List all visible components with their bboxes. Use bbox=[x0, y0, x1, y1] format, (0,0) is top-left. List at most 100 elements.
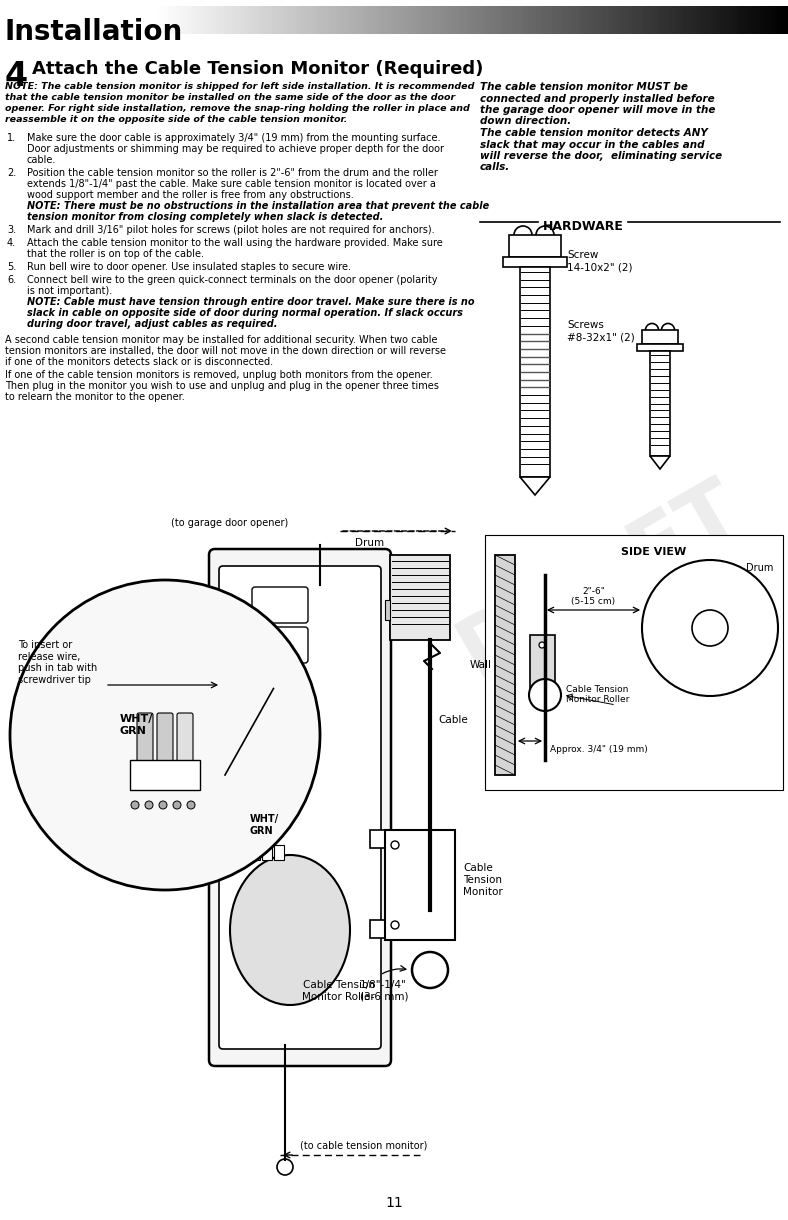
Text: If one of the cable tension monitors is removed, unplug both monitors from the o: If one of the cable tension monitors is … bbox=[5, 370, 433, 379]
Text: 1/8"-1/4"
(3-6 mm): 1/8"-1/4" (3-6 mm) bbox=[360, 980, 408, 1002]
Text: cable.: cable. bbox=[27, 155, 57, 165]
Text: reassemble it on the opposite side of the cable tension monitor.: reassemble it on the opposite side of th… bbox=[5, 115, 348, 124]
Text: NOTE: There must be no obstructions in the installation area that prevent the ca: NOTE: There must be no obstructions in t… bbox=[27, 201, 489, 211]
Polygon shape bbox=[268, 670, 292, 680]
Text: 1.: 1. bbox=[7, 133, 16, 143]
Circle shape bbox=[529, 680, 561, 711]
Circle shape bbox=[10, 580, 320, 891]
Text: opener. For right side installation, remove the snap-ring holding the roller in : opener. For right side installation, rem… bbox=[5, 104, 470, 113]
Text: tension monitors are installed, the door will not move in the down direction or : tension monitors are installed, the door… bbox=[5, 346, 446, 356]
Text: SIDE VIEW: SIDE VIEW bbox=[622, 547, 686, 558]
FancyBboxPatch shape bbox=[177, 712, 193, 767]
Circle shape bbox=[412, 952, 448, 988]
Text: to relearn the monitor to the opener.: to relearn the monitor to the opener. bbox=[5, 392, 184, 403]
Text: that the roller is on top of the cable.: that the roller is on top of the cable. bbox=[27, 249, 204, 259]
Circle shape bbox=[187, 802, 195, 809]
Polygon shape bbox=[520, 477, 550, 495]
Text: tension monitor from closing completely when slack is detected.: tension monitor from closing completely … bbox=[27, 212, 384, 222]
Circle shape bbox=[539, 642, 545, 648]
Text: Position the cable tension monitor so the roller is 2"-6" from the drum and the : Position the cable tension monitor so th… bbox=[27, 168, 438, 178]
Text: 5.: 5. bbox=[7, 262, 17, 272]
Text: Screws: Screws bbox=[567, 320, 604, 329]
Polygon shape bbox=[637, 344, 683, 351]
FancyBboxPatch shape bbox=[495, 555, 515, 775]
Circle shape bbox=[539, 682, 545, 688]
Text: DRAFT: DRAFT bbox=[45, 637, 355, 863]
Text: slack that may occur in the cables and: slack that may occur in the cables and bbox=[480, 139, 704, 150]
Polygon shape bbox=[274, 845, 284, 860]
Polygon shape bbox=[650, 351, 670, 456]
Circle shape bbox=[145, 802, 153, 809]
Text: DRAFT: DRAFT bbox=[444, 467, 755, 693]
Polygon shape bbox=[370, 920, 385, 938]
Text: The cable tension monitor MUST be: The cable tension monitor MUST be bbox=[480, 82, 688, 92]
Text: Run bell wire to door opener. Use insulated staples to secure wire.: Run bell wire to door opener. Use insula… bbox=[27, 262, 351, 272]
Text: WHT/
GRN: WHT/ GRN bbox=[250, 814, 279, 836]
Polygon shape bbox=[485, 536, 783, 791]
Text: down direction.: down direction. bbox=[480, 116, 571, 127]
Text: Cable Tension
Monitor Roller: Cable Tension Monitor Roller bbox=[303, 980, 375, 1002]
Text: NOTE: The cable tension monitor is shipped for left side installation. It is rec: NOTE: The cable tension monitor is shipp… bbox=[5, 82, 474, 92]
Text: Approx. 3/4" (19 mm): Approx. 3/4" (19 mm) bbox=[550, 745, 648, 754]
Text: slack in cable on opposite side of door during normal operation. If slack occurs: slack in cable on opposite side of door … bbox=[27, 307, 463, 318]
Text: 2"-6"
(5-15 cm): 2"-6" (5-15 cm) bbox=[571, 587, 615, 606]
Text: Make sure the door cable is approximately 3/4" (19 mm) from the mounting surface: Make sure the door cable is approximatel… bbox=[27, 133, 440, 143]
Text: Wall: Wall bbox=[470, 660, 492, 670]
Text: connected and properly installed before: connected and properly installed before bbox=[480, 94, 715, 104]
Text: Drum: Drum bbox=[355, 538, 384, 548]
Text: Attach the cable tension monitor to the wall using the hardware provided. Make s: Attach the cable tension monitor to the … bbox=[27, 238, 443, 248]
Polygon shape bbox=[520, 267, 550, 477]
Text: NOTE: Cable must have tension through entire door travel. Make sure there is no: NOTE: Cable must have tension through en… bbox=[27, 296, 474, 307]
Text: 4: 4 bbox=[5, 60, 28, 93]
Text: Drum: Drum bbox=[745, 562, 773, 573]
Polygon shape bbox=[503, 257, 567, 267]
Text: is not important).: is not important). bbox=[27, 285, 112, 296]
Text: the garage door opener will move in the: the garage door opener will move in the bbox=[480, 105, 716, 115]
FancyBboxPatch shape bbox=[252, 587, 308, 623]
Polygon shape bbox=[250, 845, 260, 860]
Text: HARDWARE: HARDWARE bbox=[543, 220, 623, 233]
Text: Cable: Cable bbox=[438, 715, 468, 725]
Text: wood support member and the roller is free from any obstructions.: wood support member and the roller is fr… bbox=[27, 190, 354, 200]
FancyBboxPatch shape bbox=[219, 566, 381, 1049]
Text: 2.: 2. bbox=[7, 168, 17, 178]
Text: during door travel, adjust cables as required.: during door travel, adjust cables as req… bbox=[27, 318, 277, 329]
Text: Attach the Cable Tension Monitor (Required): Attach the Cable Tension Monitor (Requir… bbox=[32, 60, 483, 78]
Text: 14-10x2" (2): 14-10x2" (2) bbox=[567, 262, 633, 272]
Circle shape bbox=[173, 802, 181, 809]
Text: #8-32x1" (2): #8-32x1" (2) bbox=[567, 332, 635, 342]
Polygon shape bbox=[650, 456, 670, 468]
Text: Door adjustments or shimming may be required to achieve proper depth for the doo: Door adjustments or shimming may be requ… bbox=[27, 144, 444, 154]
FancyBboxPatch shape bbox=[390, 555, 450, 640]
Circle shape bbox=[277, 1159, 293, 1175]
Polygon shape bbox=[238, 845, 248, 860]
FancyBboxPatch shape bbox=[385, 830, 455, 939]
Polygon shape bbox=[509, 235, 561, 257]
FancyBboxPatch shape bbox=[209, 549, 391, 1066]
Text: Then plug in the monitor you wish to use and unplug and plug in the opener three: Then plug in the monitor you wish to use… bbox=[5, 381, 439, 390]
Text: extends 1/8"-1/4" past the cable. Make sure cable tension monitor is located ove: extends 1/8"-1/4" past the cable. Make s… bbox=[27, 179, 436, 189]
Text: Mark and drill 3/16" pilot holes for screws (pilot holes are not required for an: Mark and drill 3/16" pilot holes for scr… bbox=[27, 224, 435, 235]
Circle shape bbox=[391, 921, 399, 928]
Text: calls.: calls. bbox=[480, 162, 511, 172]
Text: Installation: Installation bbox=[5, 18, 184, 46]
Text: 11: 11 bbox=[385, 1196, 403, 1210]
Text: 3.: 3. bbox=[7, 224, 16, 235]
Text: will reverse the door,  eliminating service: will reverse the door, eliminating servi… bbox=[480, 151, 722, 161]
Circle shape bbox=[692, 610, 728, 647]
Text: Connect bell wire to the green quick-connect terminals on the door opener (polar: Connect bell wire to the green quick-con… bbox=[27, 274, 437, 285]
FancyBboxPatch shape bbox=[157, 712, 173, 767]
Text: 6.: 6. bbox=[7, 274, 16, 285]
Circle shape bbox=[159, 802, 167, 809]
Polygon shape bbox=[262, 845, 272, 860]
Circle shape bbox=[131, 802, 139, 809]
Text: To insert or
release wire,
push in tab with
screwdriver tip: To insert or release wire, push in tab w… bbox=[18, 640, 97, 684]
Text: Screw: Screw bbox=[567, 250, 598, 260]
Text: A second cable tension monitor may be installed for additional security. When tw: A second cable tension monitor may be in… bbox=[5, 336, 437, 345]
Text: 4.: 4. bbox=[7, 238, 16, 248]
Text: if one of the monitors detects slack or is disconnected.: if one of the monitors detects slack or … bbox=[5, 357, 273, 367]
FancyBboxPatch shape bbox=[137, 712, 153, 767]
Polygon shape bbox=[642, 329, 678, 344]
Text: (to cable tension monitor): (to cable tension monitor) bbox=[300, 1139, 427, 1150]
FancyBboxPatch shape bbox=[252, 627, 308, 662]
